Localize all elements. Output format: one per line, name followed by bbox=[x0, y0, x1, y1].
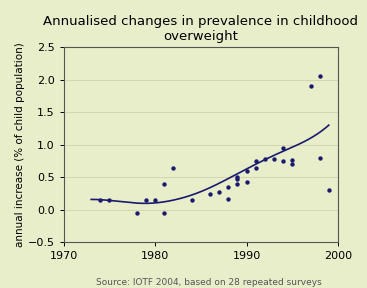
Point bbox=[161, 181, 167, 186]
Point bbox=[235, 175, 240, 180]
Point bbox=[216, 190, 222, 195]
Point bbox=[189, 198, 195, 202]
Point bbox=[289, 162, 295, 166]
Point bbox=[97, 198, 103, 202]
Point bbox=[134, 211, 140, 215]
Point bbox=[308, 84, 313, 88]
Point bbox=[253, 159, 259, 163]
Point bbox=[317, 156, 323, 160]
Point bbox=[326, 188, 332, 193]
Point bbox=[317, 74, 323, 79]
Point bbox=[235, 181, 240, 186]
Point bbox=[280, 159, 286, 163]
Point bbox=[271, 157, 277, 161]
Point bbox=[225, 196, 231, 201]
Point bbox=[171, 165, 177, 170]
Point bbox=[225, 185, 231, 190]
Point bbox=[244, 168, 250, 173]
Point bbox=[244, 180, 250, 185]
Point bbox=[161, 211, 167, 215]
Point bbox=[143, 198, 149, 202]
Point bbox=[235, 177, 240, 181]
Text: Source: IOTF 2004, based on 28 repeated surveys: Source: IOTF 2004, based on 28 repeated … bbox=[96, 278, 322, 287]
Point bbox=[253, 165, 259, 170]
Point bbox=[289, 157, 295, 162]
Y-axis label: annual increase (% of child population): annual increase (% of child population) bbox=[15, 42, 25, 247]
Title: Annualised changes in prevalence in childhood
overweight: Annualised changes in prevalence in chil… bbox=[43, 15, 358, 43]
Point bbox=[106, 198, 112, 202]
Point bbox=[207, 191, 213, 196]
Point bbox=[262, 157, 268, 161]
Point bbox=[280, 146, 286, 150]
Point bbox=[152, 198, 158, 202]
